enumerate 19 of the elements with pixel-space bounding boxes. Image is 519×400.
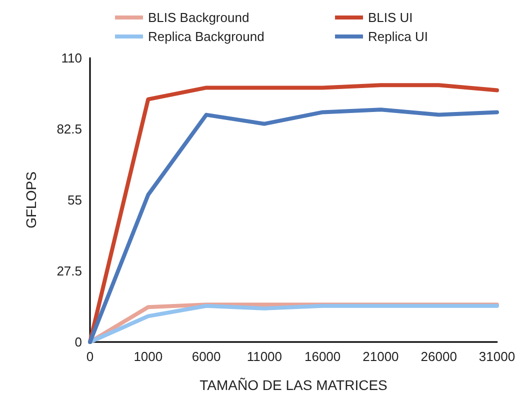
y-tick-label: 82.5 xyxy=(56,122,82,136)
x-tick-label: 26000 xyxy=(420,349,457,364)
y-tick-label: 110 xyxy=(61,50,82,66)
x-tick-label: 1000 xyxy=(134,349,163,364)
x-tick-label: 31000 xyxy=(478,349,516,364)
x-tick-label: 0 xyxy=(86,349,94,364)
x-tick-label: 11000 xyxy=(246,349,282,364)
x-tick-label: 6000 xyxy=(192,349,221,364)
y-axis-title: GFLOPS xyxy=(23,172,39,228)
x-tick-label: 21000 xyxy=(362,349,399,364)
legend-label: Replica UI xyxy=(368,29,428,44)
y-tick-label: 55 xyxy=(68,192,82,208)
legend-label: BLIS Background xyxy=(148,10,250,25)
legend-label: BLIS UI xyxy=(368,10,413,25)
y-tick-label: 0 xyxy=(74,334,82,350)
x-tick-label: 16000 xyxy=(304,349,341,364)
x-axis-title: TAMAÑO DE LAS MATRICES xyxy=(200,377,388,393)
y-tick-label: 27.5 xyxy=(56,264,82,278)
legend-label: Replica Background xyxy=(148,29,264,44)
